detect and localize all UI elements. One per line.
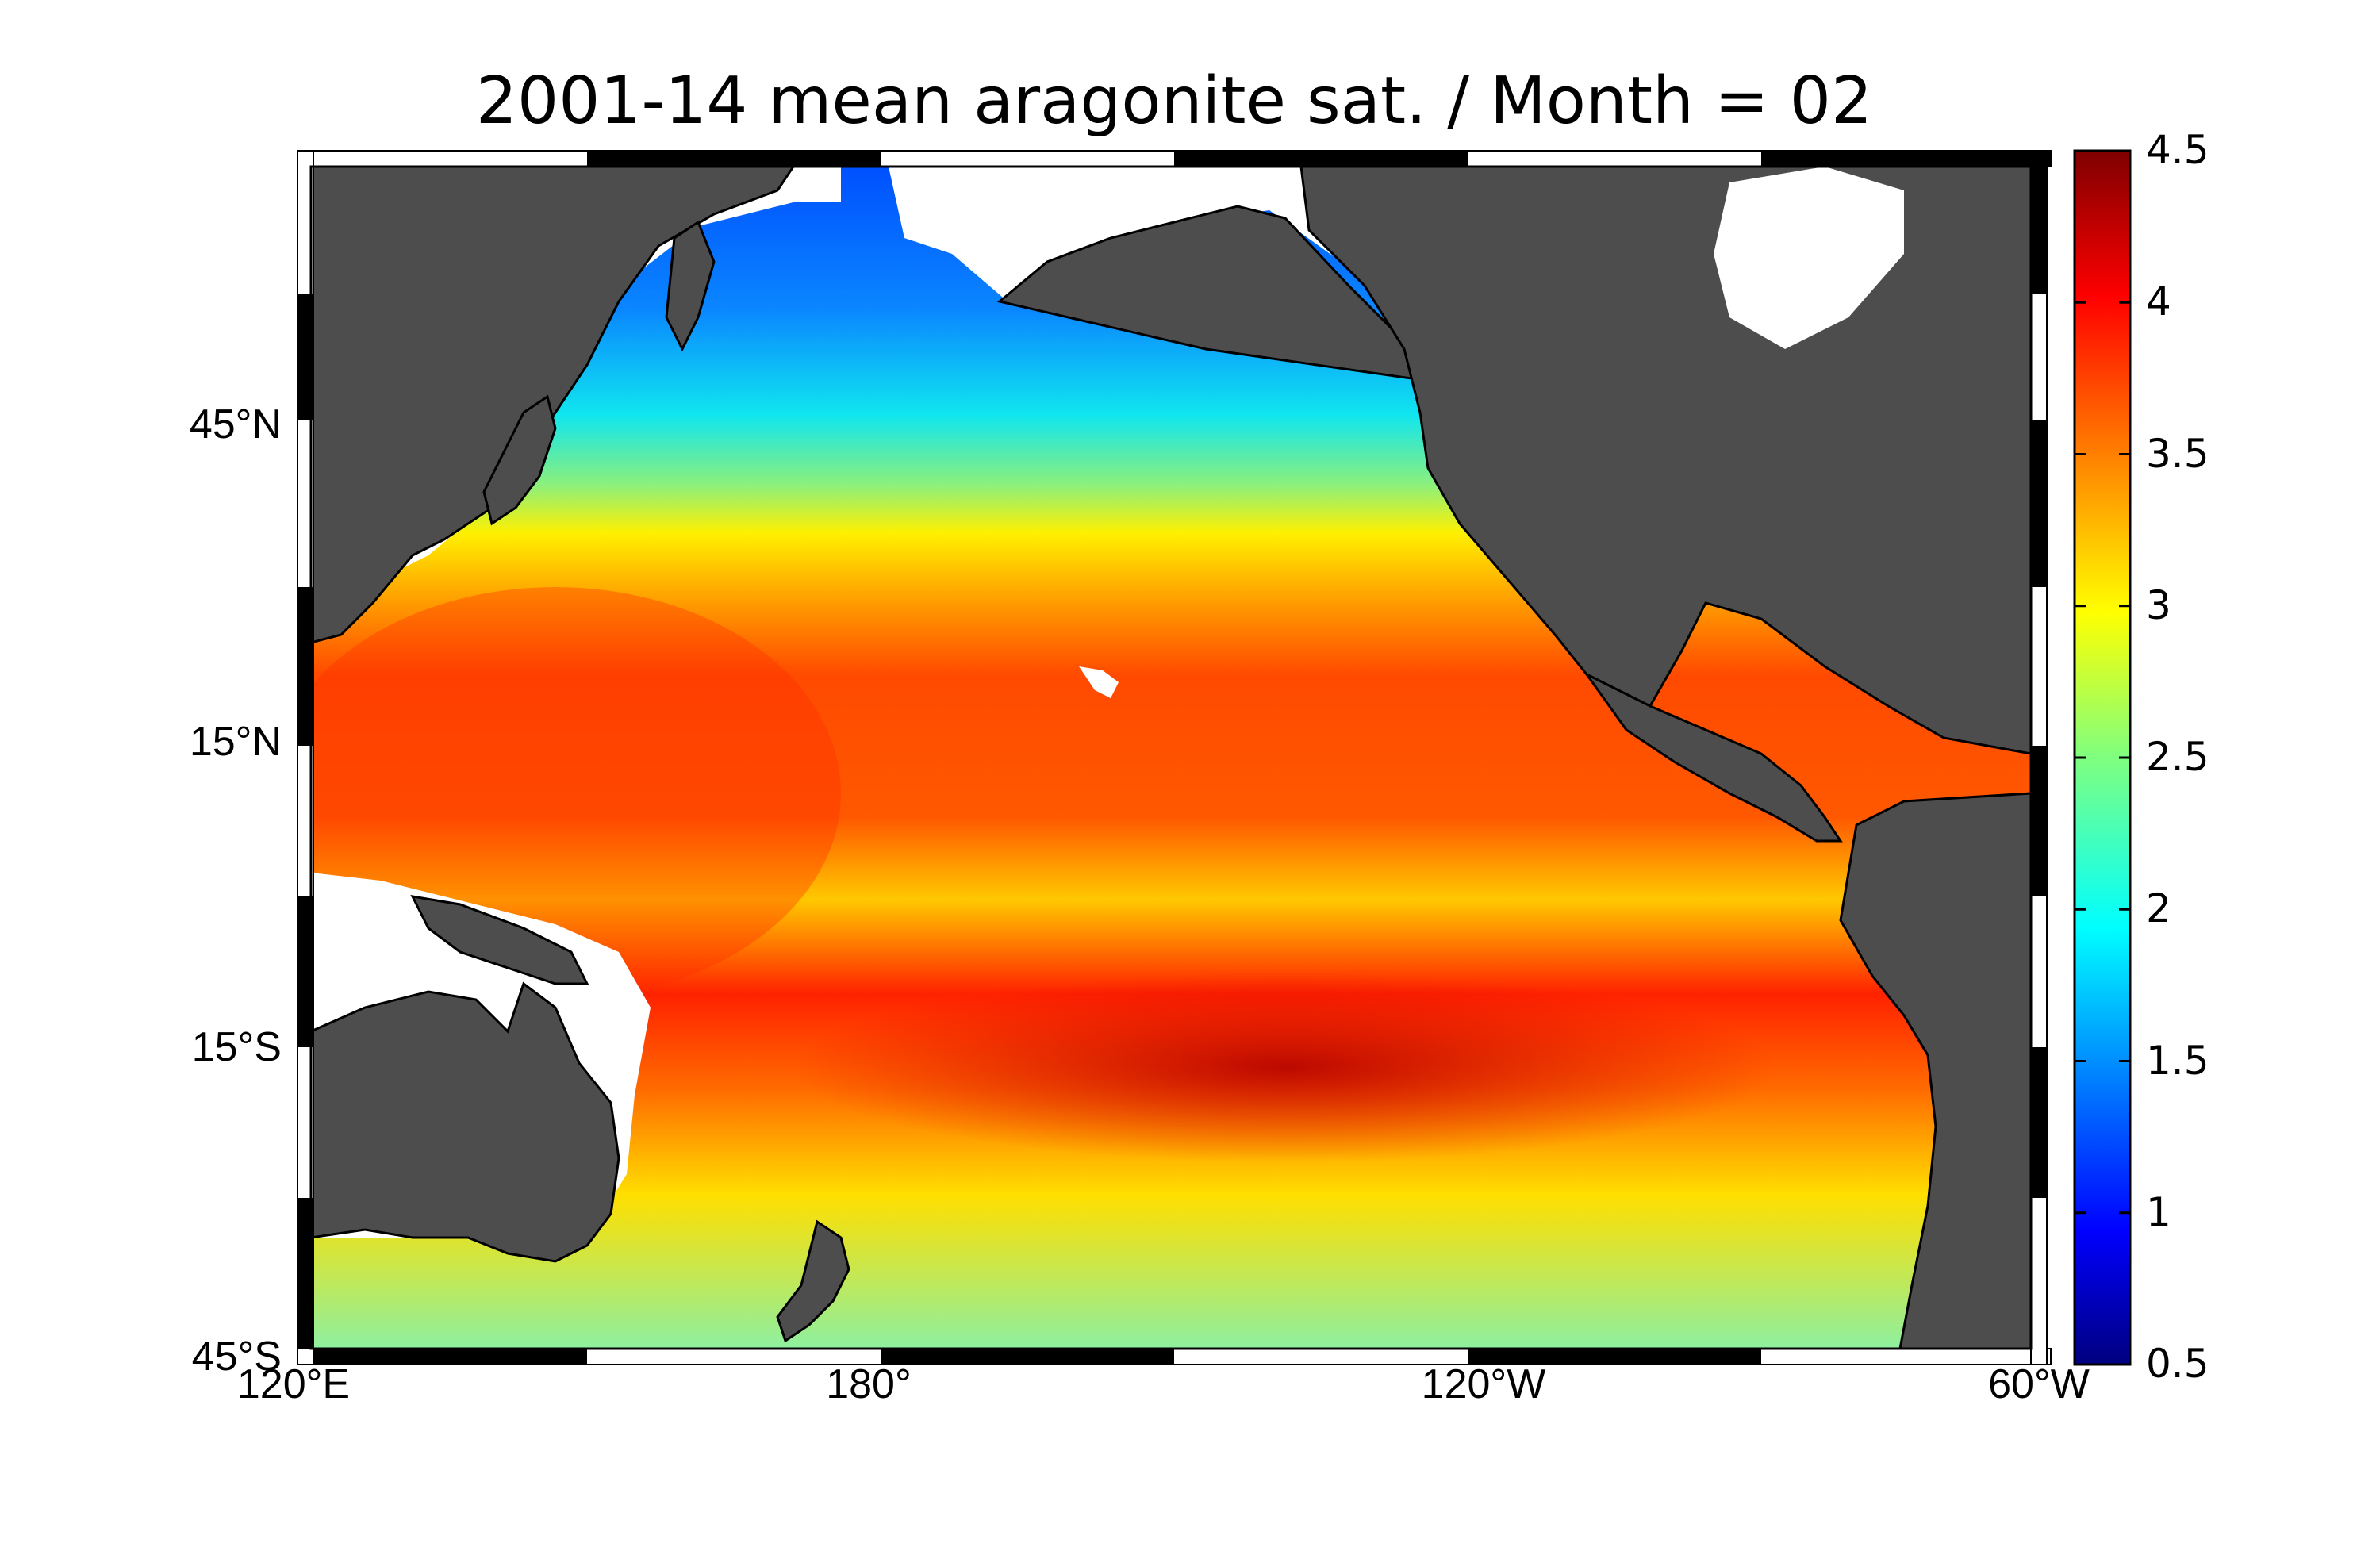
land-alaska <box>996 205 1431 382</box>
colorbar-tick-label: 3 <box>2146 582 2171 628</box>
land-new-guinea <box>410 895 589 985</box>
lat-label-45s: 45°S <box>191 1334 282 1380</box>
land-kamchatka <box>665 220 716 352</box>
lon-label-60w: 60°W <box>1988 1361 2090 1407</box>
lon-label-120e: 120°E <box>236 1361 351 1407</box>
lat-label-15n: 15°N <box>189 719 282 765</box>
land-australia <box>311 981 620 1263</box>
land-central-america <box>1585 673 1843 843</box>
colorbar-tick-label: 3.5 <box>2146 430 2209 477</box>
colorbar-tick-label: 4.5 <box>2146 127 2209 173</box>
land-japan <box>482 394 557 526</box>
land-new-zealand <box>776 1219 850 1343</box>
land-hawaii <box>1079 666 1119 698</box>
colorbar-tick-label: 0.5 <box>2146 1341 2209 1387</box>
colorbar-tick-label: 2 <box>2146 885 2171 932</box>
map-frame <box>297 150 2052 1365</box>
lon-label-180: 180° <box>826 1361 912 1407</box>
hot-core <box>793 972 1777 1162</box>
colorbar-tick-label: 2.5 <box>2146 734 2209 780</box>
lon-label-120w: 120°W <box>1421 1361 1546 1407</box>
land-south-america <box>1839 792 2031 1349</box>
colorbar-tick-label: 1 <box>2146 1188 2171 1235</box>
map-title: 2001-14 mean aragonite sat. / Month = 02 <box>475 63 1873 139</box>
colorbar-tick-label: 4 <box>2146 278 2171 325</box>
lat-label-45n: 45°N <box>189 401 282 447</box>
land-greenland <box>1714 167 1904 349</box>
lat-label-15s: 15°S <box>191 1024 282 1070</box>
colorbar-ticks <box>2075 149 2130 1366</box>
colorbar-tick-label: 1.5 <box>2146 1037 2209 1084</box>
